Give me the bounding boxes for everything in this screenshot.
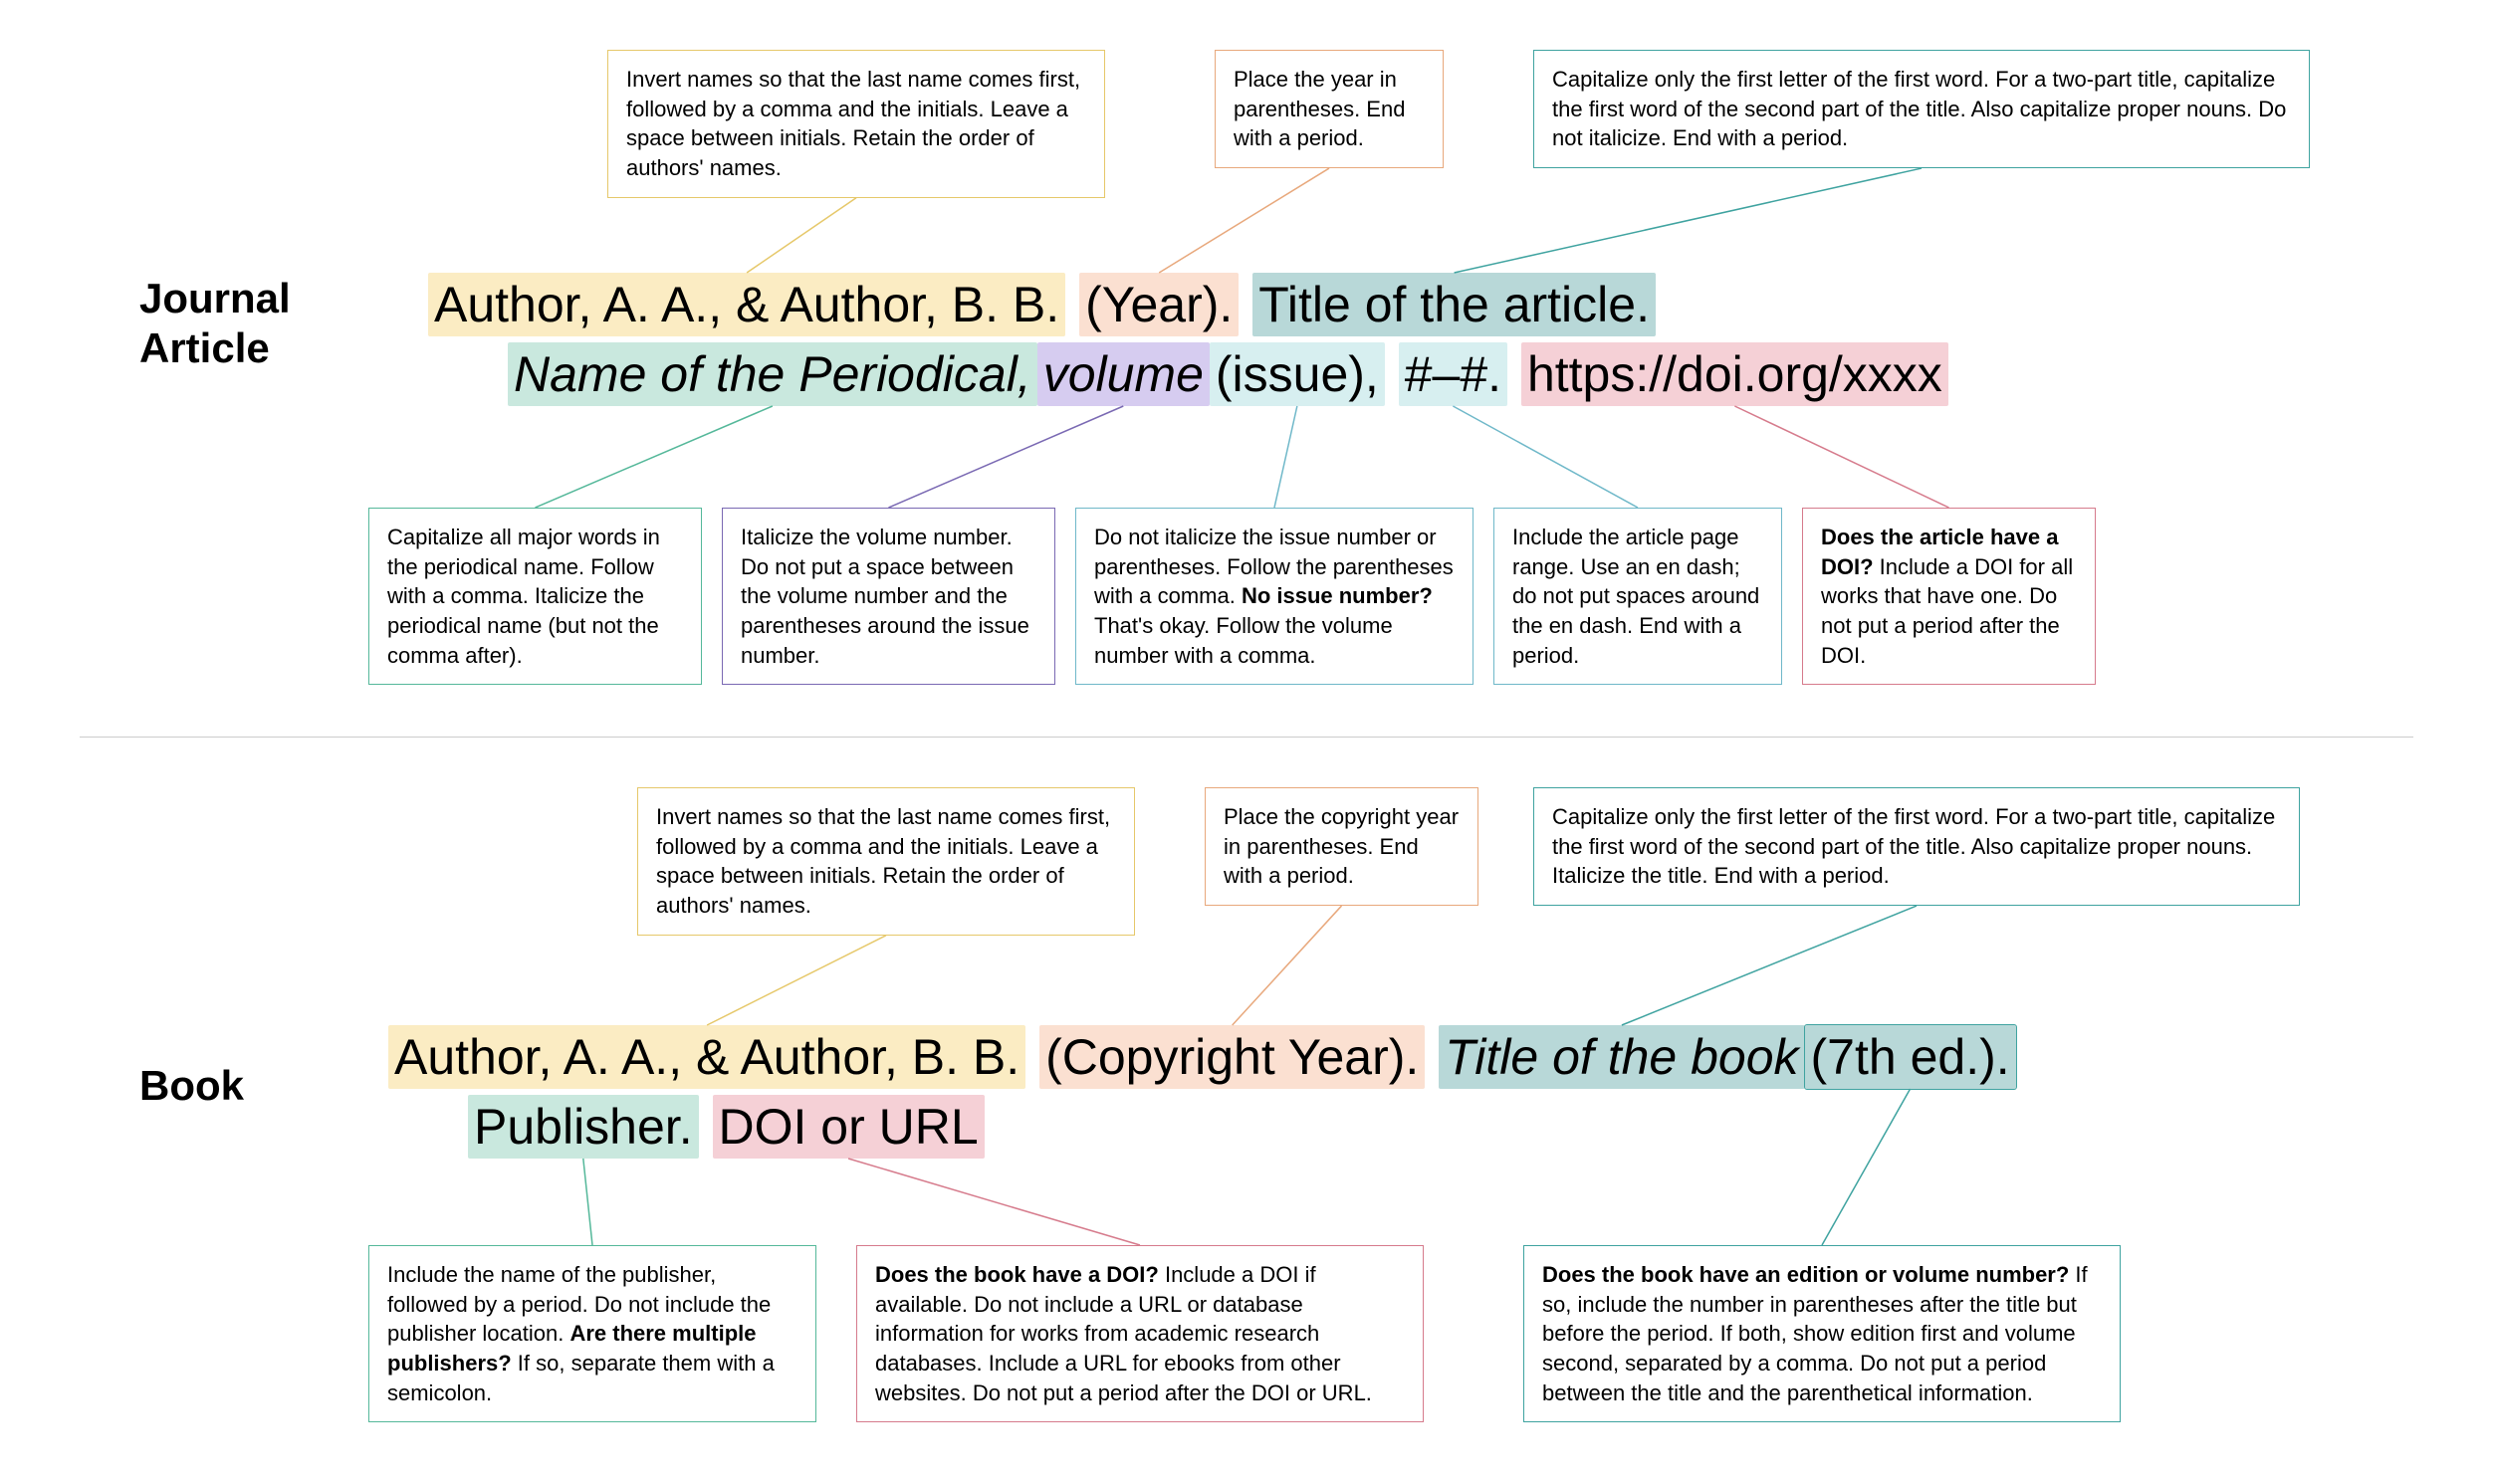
seg-book-year: (Copyright Year). xyxy=(1039,1025,1425,1089)
seg-journal-issue: (issue), xyxy=(1210,342,1385,406)
note-book-edition: Does the book have an edition or volume … xyxy=(1523,1245,2121,1422)
seg-book-publisher: Publisher. xyxy=(468,1095,699,1159)
note-journal-title: Capitalize only the first letter of the … xyxy=(1533,50,2310,168)
seg-journal-author: Author, A. A., & Author, B. B. xyxy=(428,273,1065,336)
note-book-title: Capitalize only the first letter of the … xyxy=(1533,787,2300,906)
seg-journal-pages: #–#. xyxy=(1399,342,1507,406)
journal-section: Journal Article Invert names so that the… xyxy=(80,30,2413,707)
journal-heading: Journal Article xyxy=(139,274,339,374)
seg-book-author: Author, A. A., & Author, B. B. xyxy=(388,1025,1025,1089)
seg-journal-year: (Year). xyxy=(1079,273,1239,336)
note-journal-issue: Do not italicize the issue number or par… xyxy=(1075,508,1473,685)
seg-journal-doi: https://doi.org/xxxx xyxy=(1521,342,1948,406)
journal-line-1: Author, A. A., & Author, B. B. (Year). T… xyxy=(428,273,1656,336)
note-journal-volume: Italicize the volume number. Do not put … xyxy=(722,508,1055,685)
note-journal-year: Place the year in parentheses. End with … xyxy=(1215,50,1444,168)
note-journal-doi: Does the article have a DOI? Include a D… xyxy=(1802,508,2096,685)
note-book-publisher: Include the name of the publisher, follo… xyxy=(368,1245,816,1422)
note-journal-periodical: Capitalize all major words in the period… xyxy=(368,508,702,685)
book-citation: Invert names so that the last name comes… xyxy=(388,787,2380,1404)
note-book-author: Invert names so that the last name comes… xyxy=(637,787,1135,936)
seg-journal-volume: volume xyxy=(1037,342,1210,406)
seg-book-title: Title of the book xyxy=(1439,1025,1804,1089)
book-line-2: Publisher. DOI or URL xyxy=(468,1095,985,1159)
seg-book-doi: DOI or URL xyxy=(713,1095,985,1159)
note-journal-author: Invert names so that the last name comes… xyxy=(607,50,1105,198)
book-line-1: Author, A. A., & Author, B. B. (Copyrigh… xyxy=(388,1025,2016,1089)
seg-book-edition: (7th ed.). xyxy=(1805,1025,2016,1089)
journal-citation: Invert names so that the last name comes… xyxy=(388,50,2380,687)
book-section: Book Invert names so that the last name … xyxy=(80,767,2413,1424)
note-journal-pages: Include the article page range. Use an e… xyxy=(1493,508,1782,685)
note-book-year: Place the copyright year in parentheses.… xyxy=(1205,787,1478,906)
section-divider xyxy=(80,737,2413,738)
seg-journal-title: Title of the article. xyxy=(1252,273,1656,336)
journal-line-2: Name of the Periodical, volume(issue), #… xyxy=(508,342,1948,406)
seg-journal-periodical: Name of the Periodical, xyxy=(508,342,1037,406)
book-heading: Book xyxy=(139,1061,244,1111)
note-book-doi: Does the book have a DOI? Include a DOI … xyxy=(856,1245,1424,1422)
